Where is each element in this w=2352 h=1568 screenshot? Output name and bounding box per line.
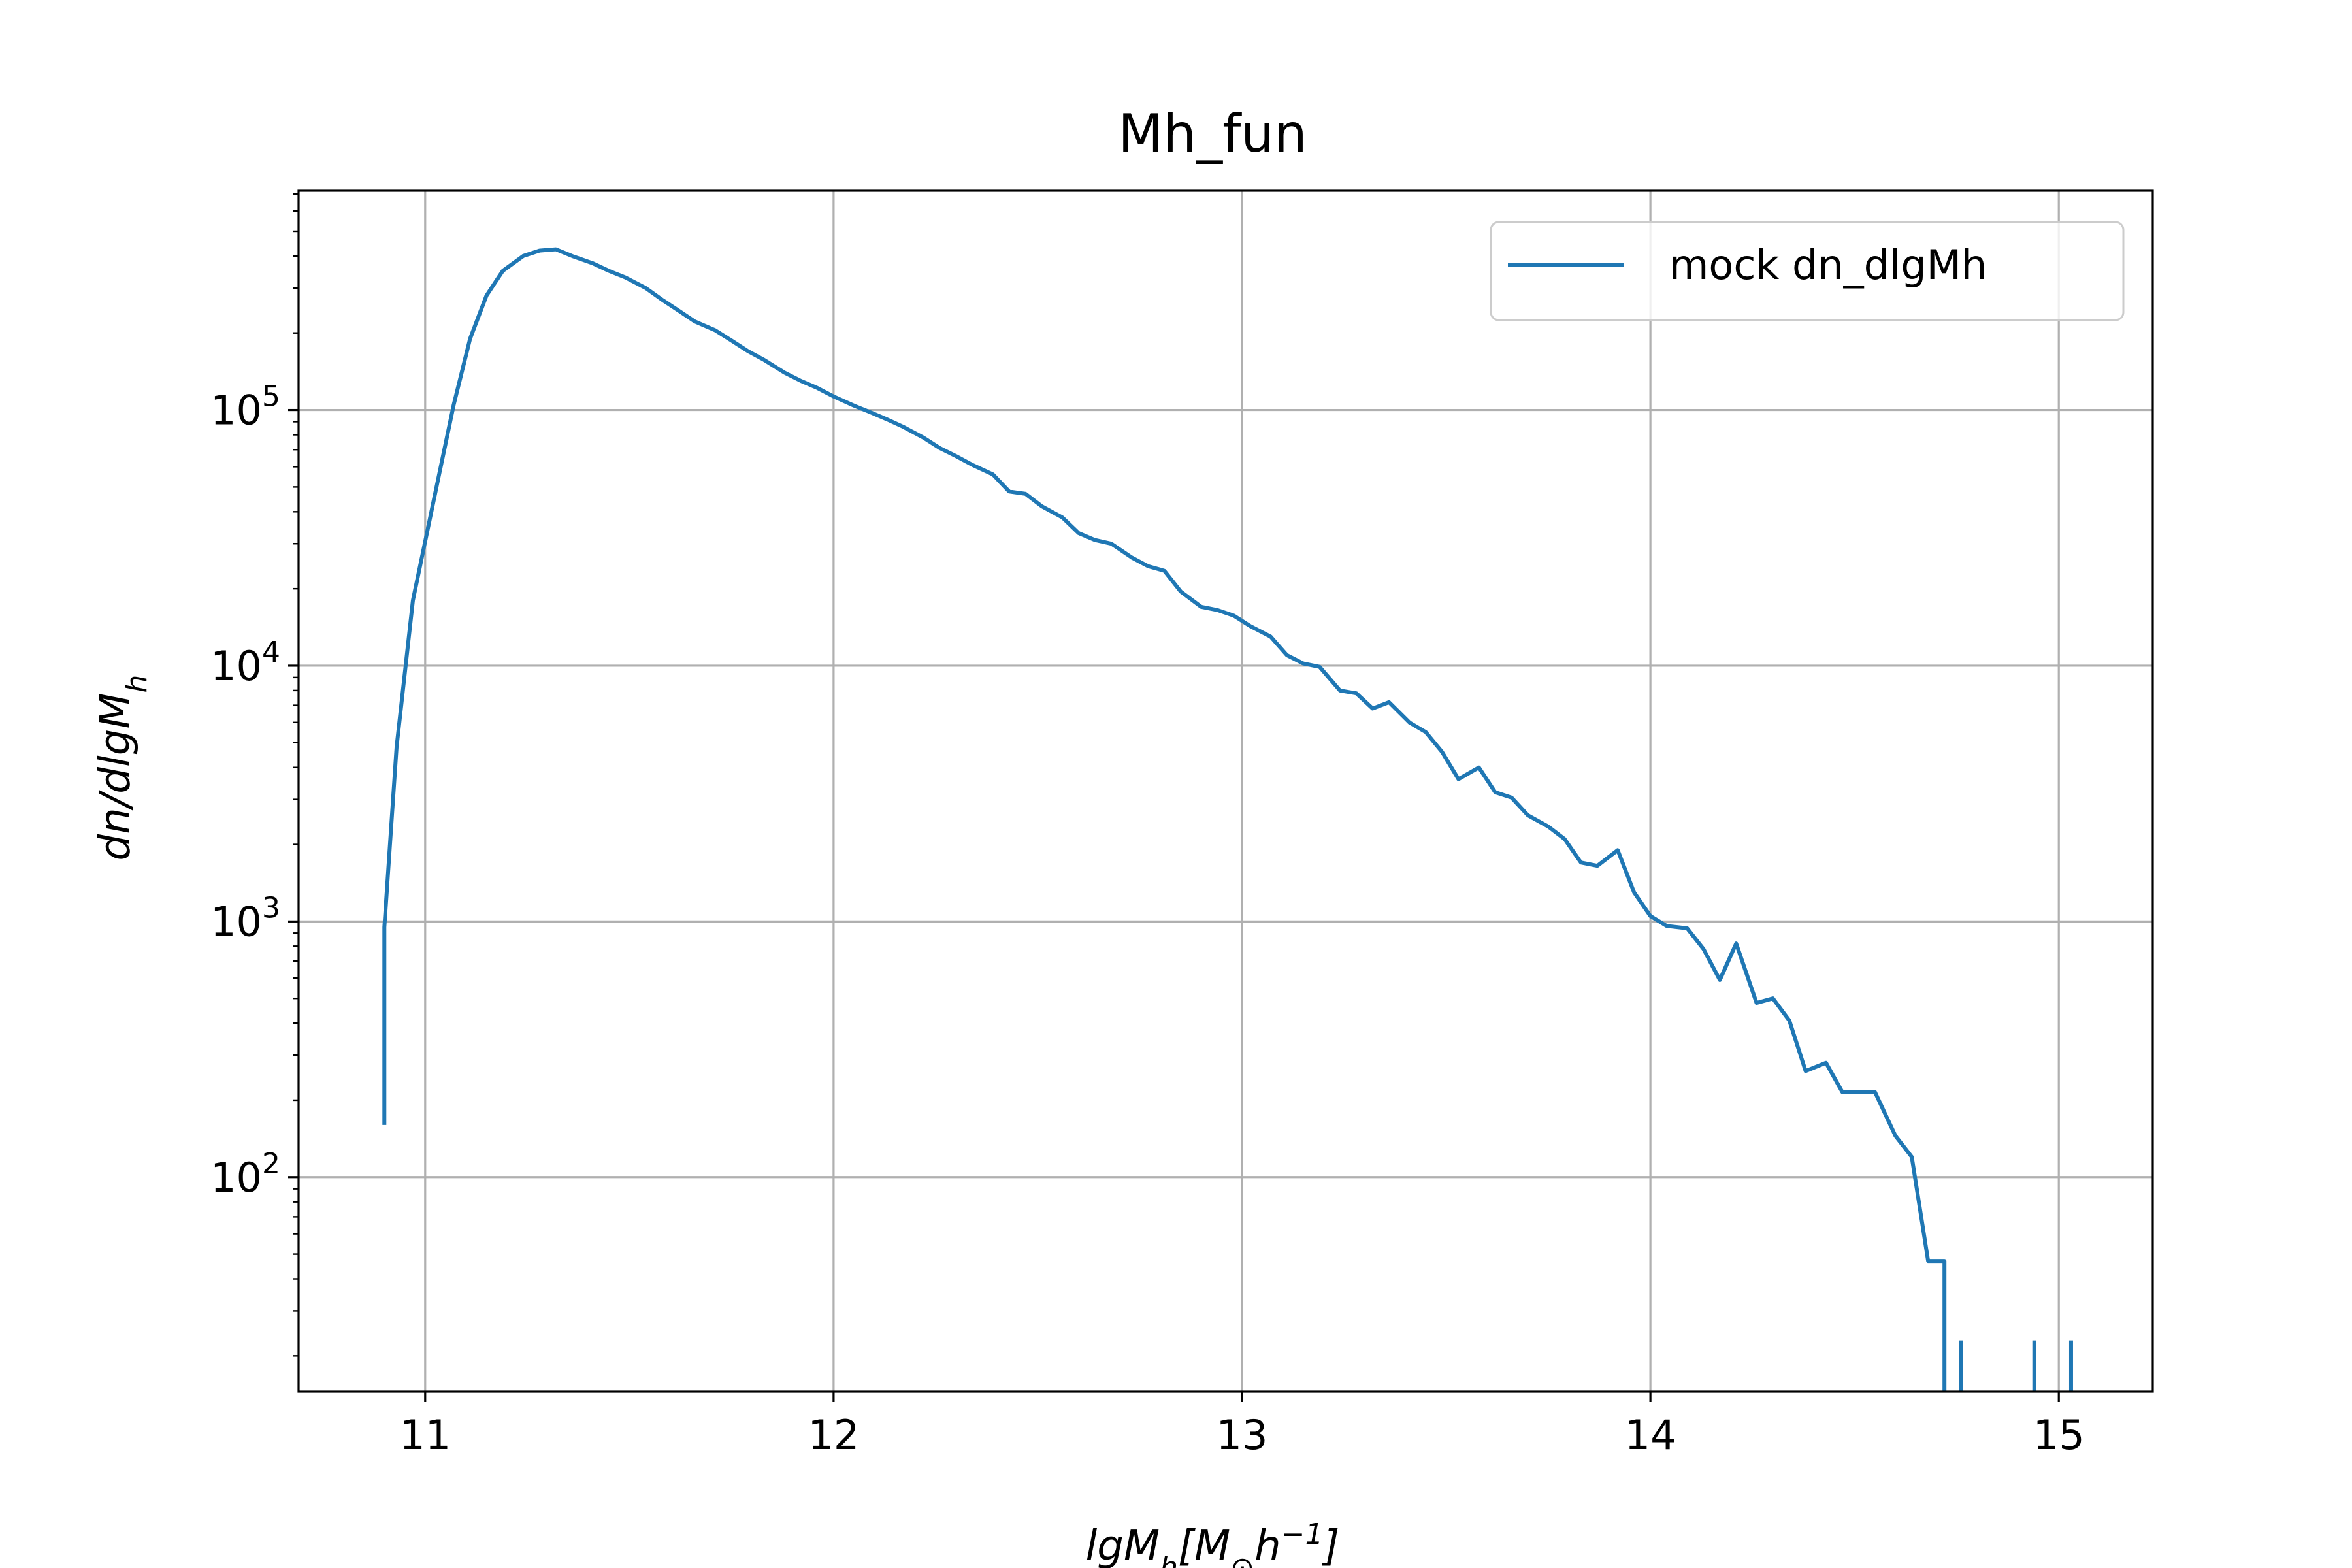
y-tick-label-base: 10 — [210, 898, 262, 945]
x-tick-label: 11 — [399, 1411, 451, 1459]
chart-title: Mh_fun — [1118, 103, 1307, 164]
y-tick-label-exponent: 5 — [262, 380, 280, 414]
y-tick-label-exponent: 4 — [262, 636, 280, 669]
plot-frame — [297, 189, 2154, 1393]
y-tick-label: 102 — [210, 1147, 280, 1201]
y-tick-label-base: 10 — [210, 387, 262, 434]
x-tick-label: 13 — [1217, 1411, 1268, 1459]
y-tick-label-exponent: 2 — [262, 1147, 280, 1181]
series-layer — [382, 247, 2073, 1392]
legend-box — [1490, 221, 2125, 321]
y-tick-label: 105 — [210, 380, 280, 434]
x-tick-label: 14 — [1625, 1411, 1676, 1459]
x-tick-label: 12 — [808, 1411, 859, 1459]
grid — [299, 191, 2153, 1392]
legend-label: mock dn_dlgMh — [1669, 241, 1987, 289]
series-line — [382, 247, 1947, 1392]
y-tick-label-base: 10 — [210, 1154, 262, 1201]
y-tick-label: 103 — [210, 891, 280, 945]
x-tick-label: 15 — [2033, 1411, 2085, 1459]
y-tick-label: 104 — [210, 636, 280, 690]
legend: mock dn_dlgMh — [1490, 221, 2125, 321]
y-tick-label-base: 10 — [210, 642, 262, 690]
y-tick-label-exponent: 3 — [262, 891, 280, 924]
